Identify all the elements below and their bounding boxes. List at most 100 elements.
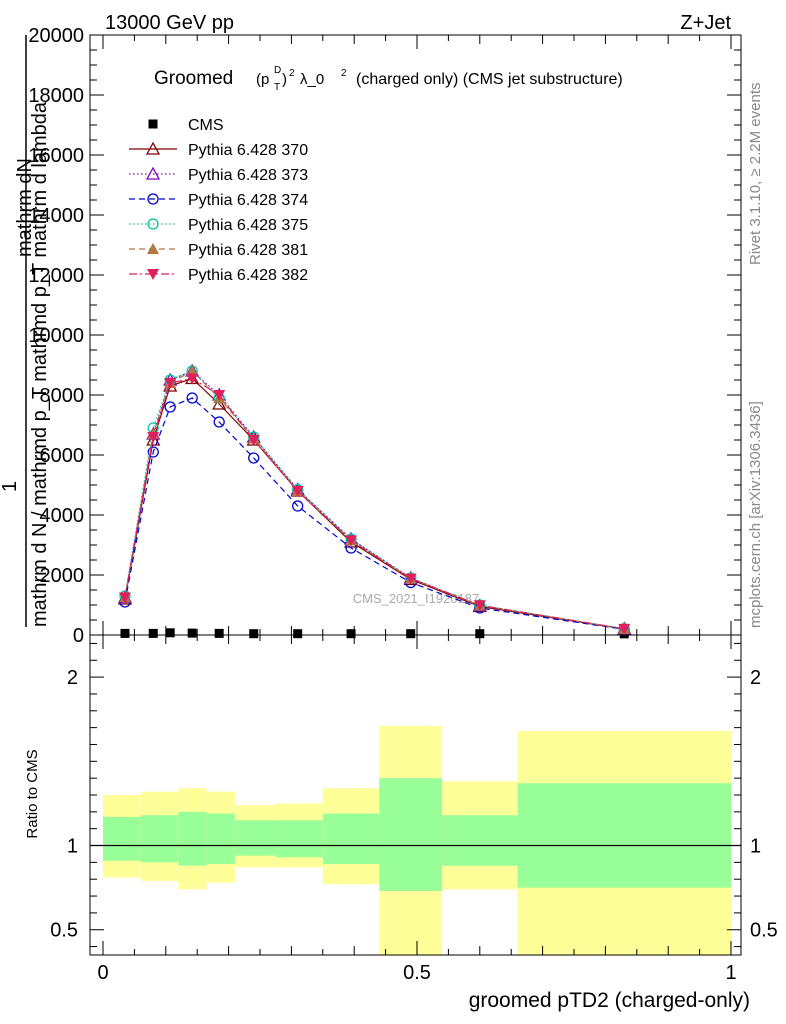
x-tick-label: 0.5 bbox=[403, 962, 431, 984]
title-sq: 2 bbox=[289, 68, 295, 79]
main-y-tick-label: 16000 bbox=[28, 145, 84, 167]
x-axis-title: groomed pTD2 (charged-only) bbox=[469, 989, 750, 1012]
data-point bbox=[292, 500, 304, 512]
title-sub-t: T bbox=[274, 82, 280, 93]
legend-entry: Pythia 6.428 374 bbox=[129, 192, 308, 209]
legend-label: Pythia 6.428 370 bbox=[188, 142, 308, 159]
data-point bbox=[213, 416, 225, 428]
stat-uncertainty-band bbox=[140, 815, 179, 863]
legend-marker bbox=[147, 243, 159, 254]
title-suffix: (charged only) (CMS jet substructure) bbox=[356, 71, 623, 88]
data-point bbox=[186, 365, 199, 376]
data-point bbox=[473, 600, 486, 612]
stat-uncertainty-band bbox=[178, 811, 207, 866]
legend-marker bbox=[145, 141, 161, 155]
series-cms bbox=[120, 628, 629, 639]
stat-uncertainty-band bbox=[234, 820, 276, 856]
stat-uncertainty-band bbox=[517, 783, 731, 888]
series-line bbox=[124, 377, 625, 630]
rivet-version-label: Rivet 3.1.10, ≥ 2.2M events bbox=[747, 83, 764, 266]
title-lambda: λ_0 bbox=[300, 71, 324, 88]
energy-label: 13000 GeV pp bbox=[105, 12, 234, 34]
legend-label: Pythia 6.428 375 bbox=[188, 217, 308, 234]
series-pythia-6-428-382 bbox=[118, 373, 631, 635]
data-point bbox=[293, 629, 303, 639]
legend-entry: Pythia 6.428 370 bbox=[129, 141, 308, 159]
data-point bbox=[404, 573, 417, 585]
data-point bbox=[186, 373, 199, 385]
data-point bbox=[248, 452, 260, 464]
title-lambda-sup: 2 bbox=[341, 68, 347, 79]
x-tick-label: 1 bbox=[725, 962, 736, 984]
data-point bbox=[147, 432, 160, 443]
data-point bbox=[118, 592, 131, 604]
main-y-tick-label: 12000 bbox=[28, 265, 84, 287]
main-y-tick-label: 0 bbox=[73, 625, 84, 647]
stat-uncertainty-band bbox=[275, 820, 323, 858]
legend-label: Pythia 6.428 381 bbox=[188, 242, 308, 259]
y-axis-title-top: mathrm dN bbox=[14, 158, 36, 257]
data-point bbox=[475, 629, 485, 639]
main-y-tick-label: 6000 bbox=[40, 445, 85, 467]
legend-entry: Pythia 6.428 381 bbox=[129, 242, 308, 259]
legend-label: Pythia 6.428 373 bbox=[188, 167, 308, 184]
mcplots-label: mcplots.cern.ch [arXiv:1306.3436] bbox=[747, 401, 764, 628]
title-close: ) bbox=[282, 71, 287, 88]
title-sup-d: D bbox=[274, 65, 281, 76]
main-y-tick-label: 18000 bbox=[28, 85, 84, 107]
legend-marker bbox=[147, 193, 159, 205]
y-axis-title-denominator: mathrm d N / mathrmd p_T mathrmd p_T mat… bbox=[29, 101, 51, 627]
y-axis-title-numerator: 1 bbox=[0, 481, 21, 492]
legend-entry: Pythia 6.428 373 bbox=[129, 166, 308, 184]
data-point bbox=[249, 629, 259, 639]
legend-entry: Pythia 6.428 375 bbox=[129, 217, 308, 234]
series-layer bbox=[117, 363, 632, 639]
process-label: Z+Jet bbox=[680, 12, 731, 34]
analysis-watermark: CMS_2021_I1920187 bbox=[353, 591, 480, 606]
main-y-tick-label: 14000 bbox=[28, 205, 84, 227]
main-y-tick-label: 10000 bbox=[28, 325, 84, 347]
stat-uncertainty-band bbox=[322, 813, 380, 865]
title-prefix: Groomed bbox=[154, 68, 233, 89]
data-point bbox=[406, 629, 416, 639]
stat-uncertainty-band bbox=[442, 815, 518, 866]
ratio-y-axis-title: Ratio to CMS bbox=[24, 749, 41, 838]
y-axis-title: mathrm dN 1 mathrm d N / mathrmd p_T mat… bbox=[0, 35, 51, 627]
ratio-y-tick-label-right: 0.5 bbox=[750, 920, 778, 942]
data-point bbox=[214, 628, 224, 638]
main-y-tick-label: 2000 bbox=[40, 565, 85, 587]
data-point bbox=[164, 401, 176, 413]
legend-marker bbox=[145, 166, 161, 180]
main-y-tick-label: 4000 bbox=[40, 505, 85, 527]
ratio-y-tick-label-right: 2 bbox=[750, 667, 761, 689]
data-point bbox=[346, 629, 356, 639]
legend-label: CMS bbox=[188, 117, 224, 134]
data-point bbox=[120, 628, 130, 638]
x-tick-label: 0 bbox=[97, 962, 108, 984]
stat-uncertainty-band bbox=[379, 778, 443, 891]
legend: CMS Pythia 6.428 370 Pythia 6.428 373 Pythi… bbox=[129, 117, 308, 284]
ratio-bands bbox=[90, 725, 741, 955]
main-y-tick-label: 8000 bbox=[40, 385, 85, 407]
data-point bbox=[165, 628, 175, 638]
data-point bbox=[187, 628, 197, 638]
data-point bbox=[212, 396, 227, 410]
ratio-y-tick-label-right: 1 bbox=[750, 836, 761, 858]
legend-entry: CMS bbox=[148, 117, 224, 134]
data-point bbox=[247, 435, 260, 446]
plot-title: Groomed (p D T ) 2 λ_0 2 (charged only) … bbox=[154, 65, 623, 93]
data-point bbox=[213, 390, 226, 401]
title-p: (p bbox=[256, 71, 269, 88]
ratio-y-tick-label: 1 bbox=[67, 836, 78, 858]
legend-marker bbox=[147, 218, 159, 230]
main-y-tick-label: 20000 bbox=[28, 25, 84, 47]
data-point bbox=[147, 446, 159, 458]
data-point bbox=[164, 378, 177, 389]
data-point bbox=[618, 623, 631, 635]
data-point bbox=[345, 535, 358, 547]
axes: 0 2000 4000 6000 8000 10000 12000 14000 16000 180… bbox=[28, 25, 777, 984]
data-point bbox=[148, 628, 158, 638]
stat-uncertainty-band bbox=[206, 813, 235, 865]
legend-label: Pythia 6.428 374 bbox=[188, 192, 308, 209]
